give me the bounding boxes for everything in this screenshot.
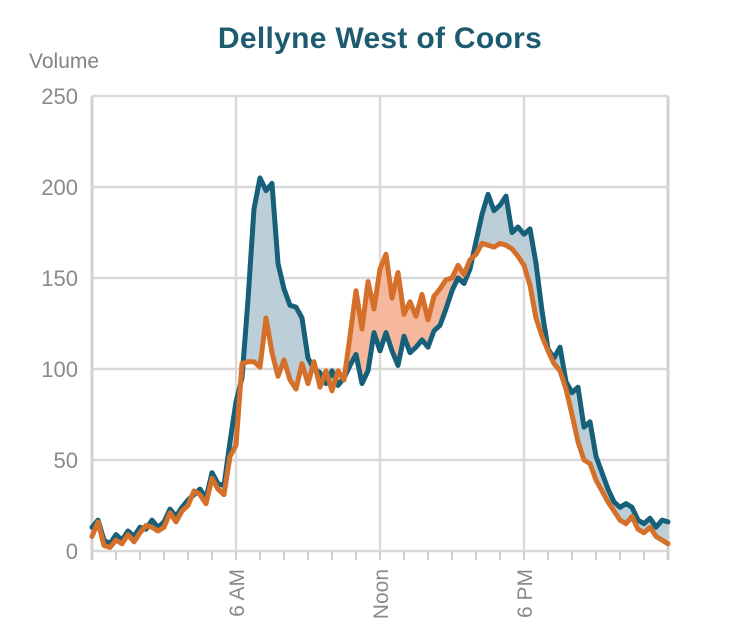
fill-teal-above (243, 177, 313, 389)
fill-teal-above (472, 194, 668, 544)
orange-series-line (89, 240, 671, 550)
y-tick-label: 200 (41, 175, 78, 200)
y-tick-label: 250 (41, 84, 78, 109)
chart-title: Dellyne West of Coors (217, 22, 543, 55)
fill-orange-above (344, 254, 473, 384)
y-tick-label: 150 (41, 266, 78, 291)
y-tick-label: 0 (66, 539, 78, 564)
x-tick-label: 6 AM (226, 569, 249, 617)
y-tick-label: 50 (54, 448, 78, 473)
x-tick-label: Noon (370, 569, 393, 619)
x-tick-label: 6 PM (514, 569, 537, 618)
y-tick-label: 100 (41, 357, 78, 382)
y-axis-title: Volume (29, 50, 100, 73)
